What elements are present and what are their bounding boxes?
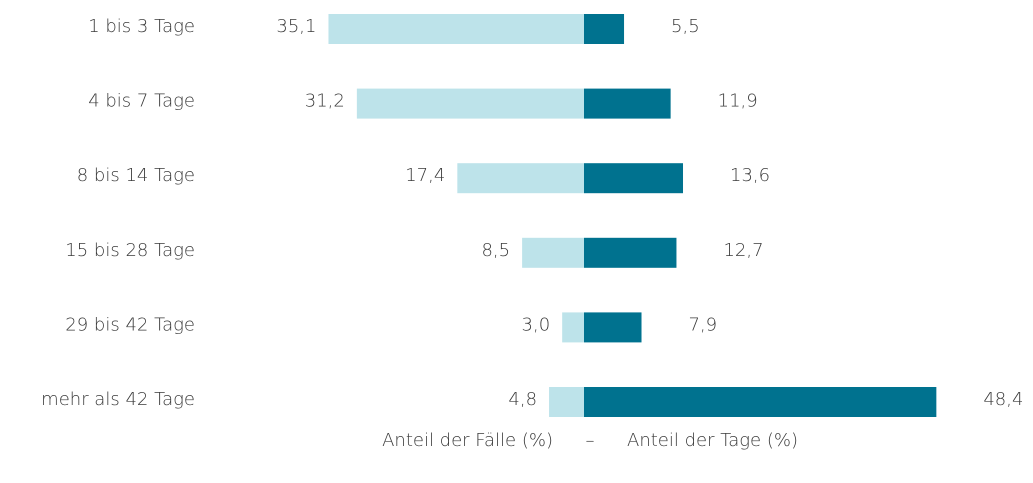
bar — [584, 312, 642, 343]
bar — [549, 387, 584, 417]
value-label: 13,6 — [730, 165, 770, 186]
category-label: 29 bis 42 Tage — [65, 314, 195, 335]
value-label: 31,2 — [305, 91, 345, 112]
category-label: 1 bis 3 Tage — [88, 16, 195, 37]
value-label: 5,5 — [671, 16, 700, 37]
bar — [584, 163, 684, 194]
value-label: 7,9 — [689, 314, 718, 335]
value-label: 12,7 — [723, 240, 763, 261]
bar — [584, 387, 937, 417]
value-label: 17,4 — [405, 165, 445, 186]
legend-entry: Anteil der Tage (%) — [627, 430, 798, 451]
category-label: 4 bis 7 Tage — [88, 91, 195, 112]
value-label: 48,4 — [983, 389, 1023, 410]
bar — [562, 312, 584, 343]
value-label: 8,5 — [481, 240, 510, 261]
bar — [328, 14, 584, 44]
legend-entry: Anteil der Fälle (%) — [382, 430, 553, 451]
value-label: 4,8 — [508, 389, 537, 410]
bar — [522, 237, 584, 268]
category-label: 15 bis 28 Tage — [65, 240, 195, 261]
bar — [584, 237, 677, 268]
bar — [356, 88, 584, 119]
bar — [457, 163, 584, 194]
value-label: 11,9 — [718, 91, 758, 112]
legend-separator: – — [586, 430, 595, 451]
value-label: 3,0 — [522, 314, 551, 335]
bar — [584, 88, 671, 119]
value-label: 35,1 — [276, 16, 316, 37]
bar — [584, 14, 625, 44]
category-label: 8 bis 14 Tage — [77, 165, 195, 186]
category-label: mehr als 42 Tage — [41, 389, 195, 410]
